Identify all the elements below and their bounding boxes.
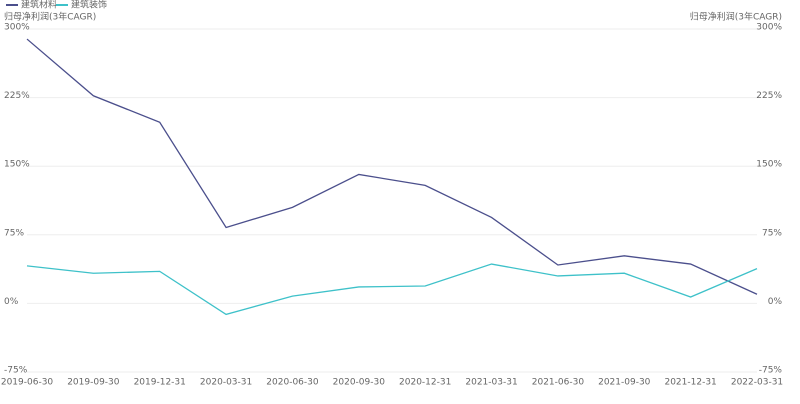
x-tick-label: 2022-03-31: [731, 378, 783, 388]
y2-tick-label: -75%: [759, 366, 783, 376]
y2-tick-label: 150%: [756, 160, 782, 170]
y-tick-label: 225%: [4, 91, 30, 101]
x-tick-label: 2020-09-30: [333, 378, 386, 388]
y2-tick-label: 300%: [756, 23, 782, 33]
y2-tick-label: 75%: [762, 228, 782, 238]
y-axis-label: 归母净利润(3年CAGR): [4, 11, 96, 23]
x-tick-label: 2019-06-30: [1, 378, 54, 388]
y-tick-label: 0%: [4, 297, 19, 307]
x-tick-label: 2020-03-31: [200, 378, 252, 388]
y2-tick-label: 225%: [756, 91, 782, 101]
x-tick-label: 2020-06-30: [266, 378, 319, 388]
series-line: [26, 38, 758, 295]
y-tick-label: -75%: [4, 366, 28, 376]
y2-axis-label: 归母净利润(3年CAGR): [690, 11, 782, 23]
series-line: [26, 263, 758, 316]
y-tick-label: 150%: [4, 160, 30, 170]
x-tick-label: 2020-12-31: [399, 378, 451, 388]
x-tick-label: 2021-12-31: [664, 378, 716, 388]
x-tick-label: 2021-03-31: [465, 378, 517, 388]
y2-tick-label: 0%: [768, 297, 783, 307]
x-tick-label: 2021-09-30: [598, 378, 651, 388]
legend-label: 建筑材料: [21, 0, 57, 11]
y-tick-label: 75%: [4, 228, 24, 238]
x-tick-label: 2019-09-30: [67, 378, 120, 388]
x-tick-label: 2021-06-30: [532, 378, 585, 388]
x-tick-label: 2019-12-31: [134, 378, 186, 388]
y-tick-label: 300%: [4, 23, 30, 33]
legend-label: 建筑装饰: [71, 0, 107, 11]
